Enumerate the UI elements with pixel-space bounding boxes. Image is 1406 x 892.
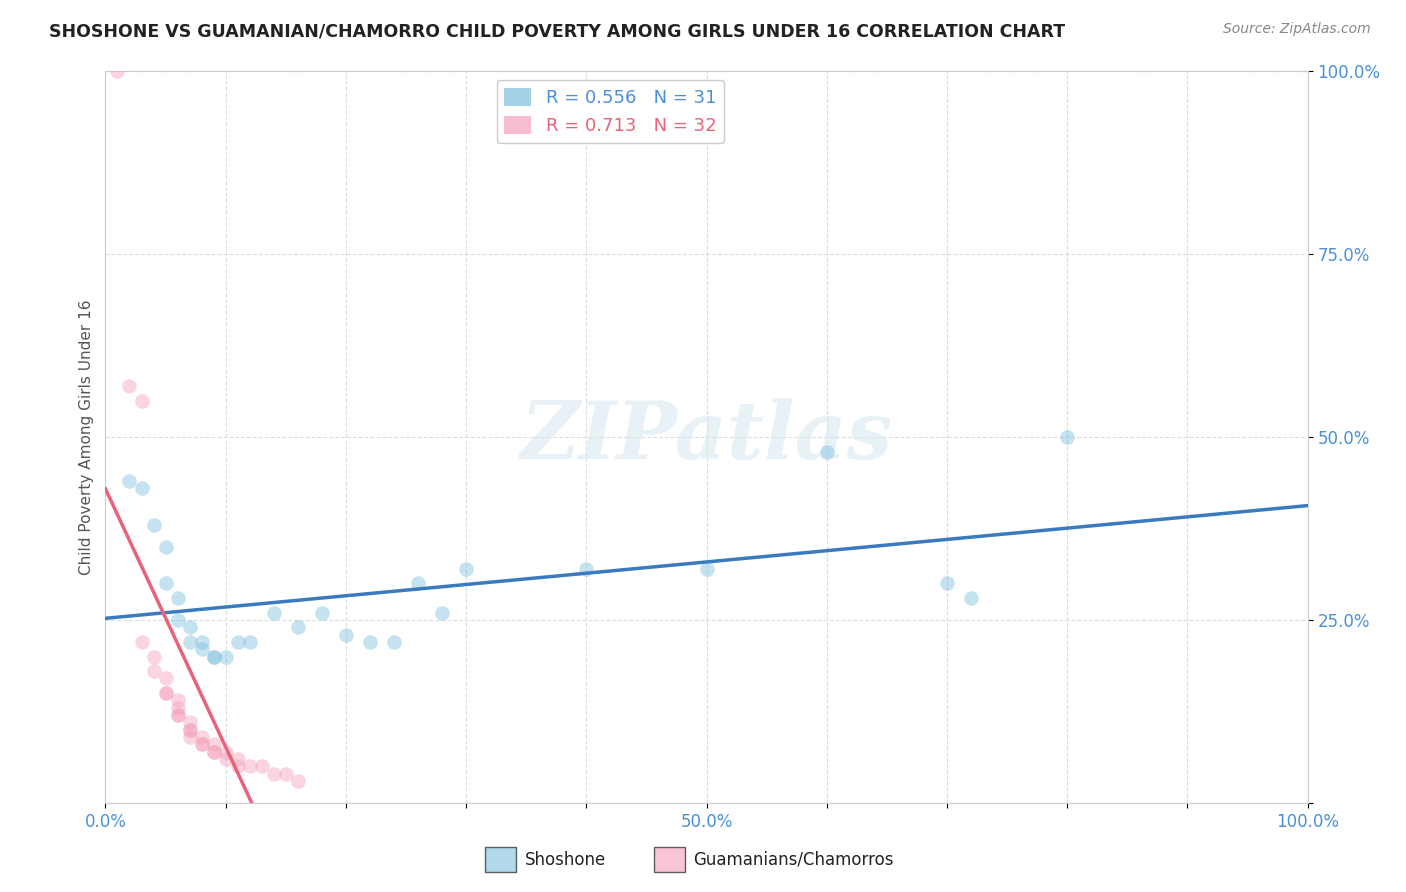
Point — [179, 730, 201, 744]
Point — [239, 635, 262, 649]
Point — [936, 576, 959, 591]
Point — [107, 64, 129, 78]
Point — [214, 752, 236, 766]
Point — [239, 759, 262, 773]
Point — [190, 737, 212, 751]
Point — [166, 700, 188, 714]
Point — [696, 562, 718, 576]
Point — [202, 649, 225, 664]
Point — [202, 737, 225, 751]
Point — [263, 606, 285, 620]
Point — [166, 708, 188, 723]
Legend: R = 0.556   N = 31, R = 0.713   N = 32: R = 0.556 N = 31, R = 0.713 N = 32 — [498, 80, 724, 143]
Point — [382, 635, 405, 649]
Point — [166, 591, 188, 605]
Point — [202, 745, 225, 759]
Point — [118, 474, 141, 488]
Point — [226, 752, 249, 766]
Text: Source: ZipAtlas.com: Source: ZipAtlas.com — [1223, 22, 1371, 37]
Point — [131, 393, 153, 408]
Point — [179, 620, 201, 634]
Point — [131, 481, 153, 495]
Point — [287, 773, 309, 788]
Point — [214, 745, 236, 759]
Point — [155, 686, 177, 700]
Point — [190, 730, 212, 744]
Point — [179, 723, 201, 737]
Point — [226, 635, 249, 649]
Point — [960, 591, 983, 605]
Point — [190, 642, 212, 657]
Point — [263, 766, 285, 780]
Point — [250, 759, 273, 773]
Point — [202, 745, 225, 759]
Text: Guamanians/Chamorros: Guamanians/Chamorros — [693, 851, 894, 869]
Point — [456, 562, 478, 576]
Point — [406, 576, 429, 591]
Y-axis label: Child Poverty Among Girls Under 16: Child Poverty Among Girls Under 16 — [79, 300, 94, 574]
Point — [142, 517, 165, 532]
Point — [214, 649, 236, 664]
Point — [1056, 430, 1078, 444]
Point — [287, 620, 309, 634]
Point — [190, 635, 212, 649]
Point — [202, 649, 225, 664]
Point — [274, 766, 297, 780]
Point — [430, 606, 453, 620]
Point — [311, 606, 333, 620]
Point — [179, 715, 201, 730]
Point — [142, 649, 165, 664]
Point — [166, 693, 188, 707]
Point — [118, 379, 141, 393]
Point — [179, 723, 201, 737]
Point — [359, 635, 381, 649]
Point — [155, 672, 177, 686]
Point — [226, 759, 249, 773]
Point — [155, 576, 177, 591]
Text: SHOSHONE VS GUAMANIAN/CHAMORRO CHILD POVERTY AMONG GIRLS UNDER 16 CORRELATION CH: SHOSHONE VS GUAMANIAN/CHAMORRO CHILD POV… — [49, 22, 1066, 40]
Point — [155, 686, 177, 700]
Point — [166, 708, 188, 723]
Point — [179, 635, 201, 649]
Point — [335, 627, 357, 641]
Point — [166, 613, 188, 627]
Point — [131, 635, 153, 649]
Point — [575, 562, 598, 576]
Text: ZIPatlas: ZIPatlas — [520, 399, 893, 475]
Point — [190, 737, 212, 751]
Text: Shoshone: Shoshone — [524, 851, 606, 869]
Point — [155, 540, 177, 554]
Point — [142, 664, 165, 678]
Point — [815, 444, 838, 458]
